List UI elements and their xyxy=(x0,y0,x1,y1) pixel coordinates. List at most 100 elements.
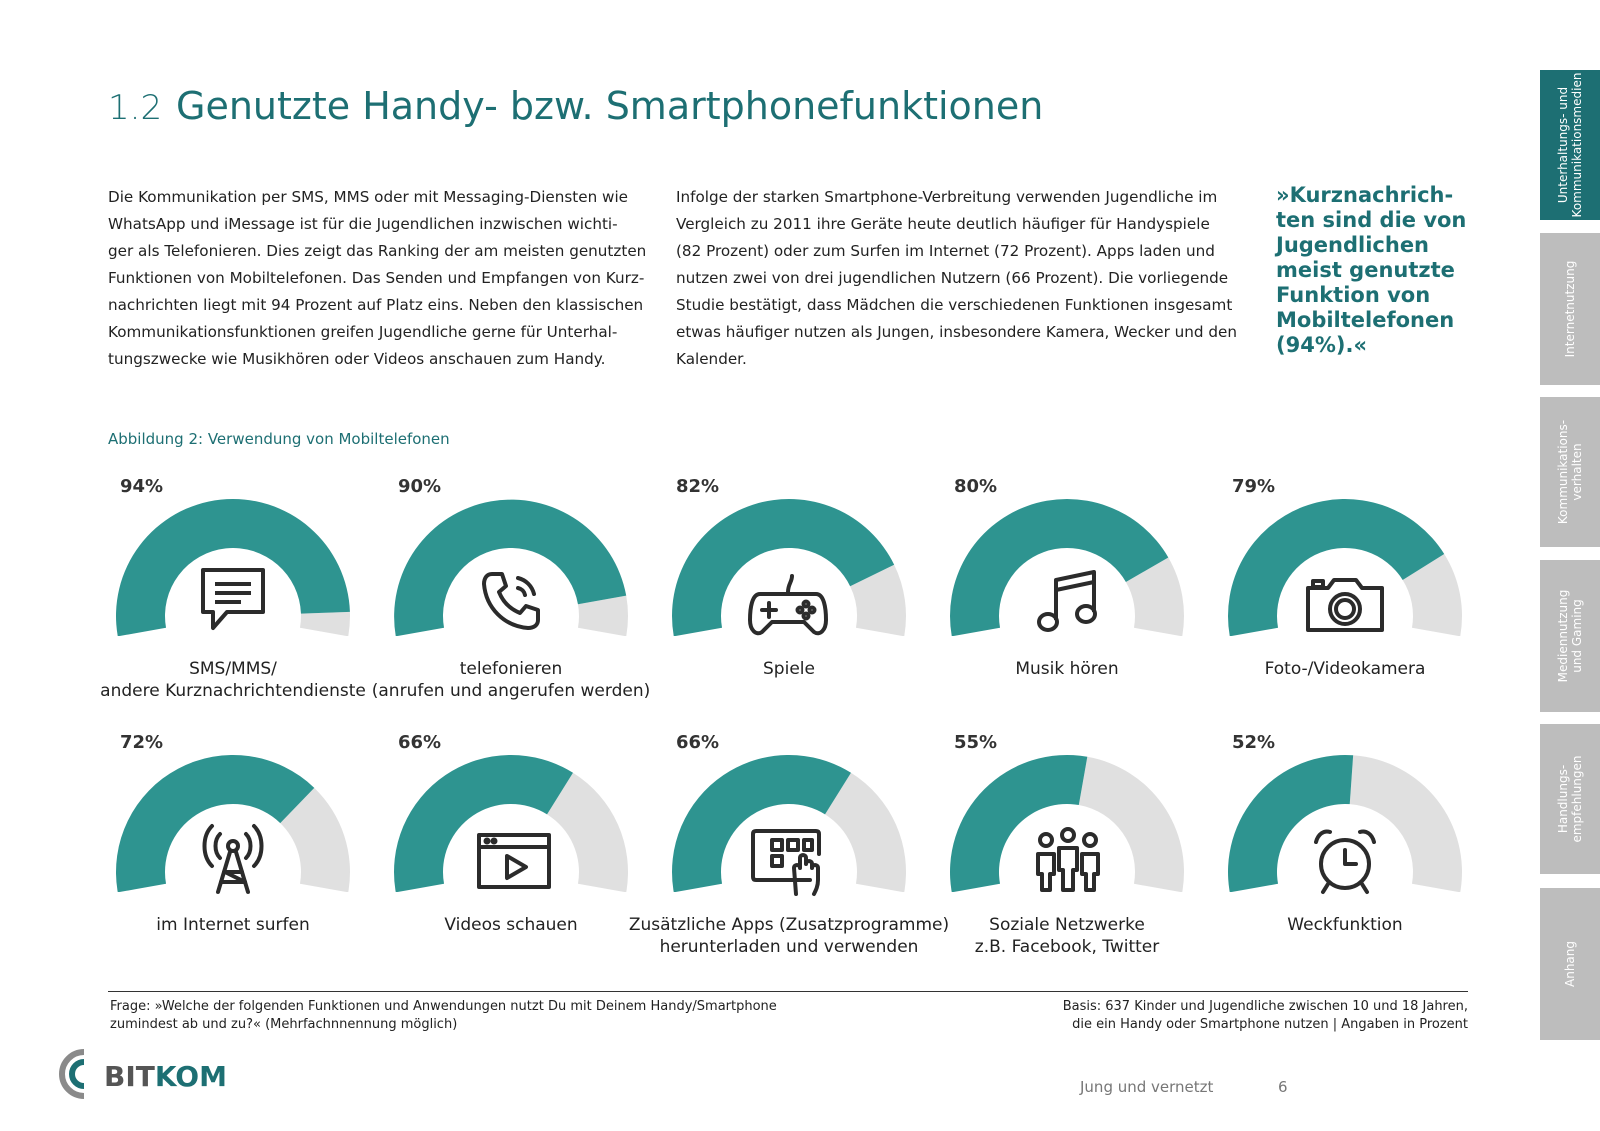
page-number: 6 xyxy=(1278,1078,1288,1096)
pull-quote: »Kurznachrich- ten sind die von Jugendli… xyxy=(1276,183,1476,358)
note-line: Frage: »Welche der folgenden Funktionen … xyxy=(110,999,777,1014)
gauge-label: Weckfunktion xyxy=(1180,914,1510,936)
chapter-tab-unterhaltungsmedien[interactable]: Unterhaltungs- und Kommunikationsmedien xyxy=(1540,70,1600,220)
quote-line: Jugendlichen xyxy=(1276,233,1430,257)
chapter-tab-anhang[interactable]: Anhang xyxy=(1540,888,1600,1040)
gauge-arc xyxy=(394,755,628,892)
quote-line: »Kurznachrich- xyxy=(1276,183,1454,207)
body-line: nachrichten liegt mit 94 Prozent auf Pla… xyxy=(108,296,644,314)
gauge-item: 72% im Internet surfen xyxy=(108,732,358,992)
note-line: zumindest ab und zu?« (Mehrfachnnennung … xyxy=(110,1017,458,1032)
gauge-value-arc xyxy=(950,499,1169,636)
gauge-percent-label: 79% xyxy=(1232,476,1276,497)
gauge-item: 66% Zusätzliche Apps (Zusatzprogramme) h… xyxy=(629,732,949,992)
chapter-tab-mediennutzung[interactable]: Mediennutzung und Gaming xyxy=(1540,560,1600,712)
gauge-label: telefonieren (anrufen und angerufen werd… xyxy=(346,658,676,702)
divider xyxy=(108,991,1468,992)
body-line: ger als Telefonieren. Dies zeigt das Ran… xyxy=(108,242,647,260)
body-line: Studie bestätigt, dass Mädchen die versc… xyxy=(676,296,1233,314)
gauge-remainder-arc xyxy=(1349,755,1462,892)
gauge-value-arc xyxy=(394,755,573,892)
gauge-label-line: Zusätzliche Apps (Zusatzprogramme) xyxy=(628,915,950,935)
body-line: Kommunikationsfunktionen greifen Jugendl… xyxy=(108,323,618,341)
body-line: etwas häufiger nutzen als Jungen, insbes… xyxy=(676,323,1237,341)
gauge-label-line: telefonieren xyxy=(459,659,563,679)
tab-label-line: Mediennutzung xyxy=(1556,589,1570,683)
tab-label-line: Handlungs- xyxy=(1556,764,1570,834)
quote-line: (94%).« xyxy=(1276,333,1368,357)
bitkom-logo xyxy=(54,1046,234,1099)
gauge-label: Musik hören xyxy=(902,658,1232,680)
body-line: WhatsApp und iMessage ist für die Jugend… xyxy=(108,215,618,233)
gauge-percent-label: 72% xyxy=(120,732,164,753)
gauge-label: Spiele xyxy=(624,658,954,680)
tab-label-line: Internetnutzung xyxy=(1563,260,1577,358)
tab-label-line: Kommunikationsmedien xyxy=(1570,72,1584,218)
tab-label-line: Unterhaltungs- und xyxy=(1556,86,1570,204)
gauge-percent-label: 55% xyxy=(954,732,998,753)
gauge-label-line: z.B. Facebook, Twitter xyxy=(974,937,1160,957)
section-number: 1.2 xyxy=(108,88,163,128)
body-line: Die Kommunikation per SMS, MMS oder mit … xyxy=(108,188,629,206)
chapter-tab-internetnutzung[interactable]: Internetnutzung xyxy=(1540,233,1600,385)
gauge-remainder-arc xyxy=(577,595,628,636)
quote-line: ten sind die von xyxy=(1276,208,1467,232)
gauge-remainder-arc xyxy=(280,787,350,892)
gauge-item: 90% telefonieren (anrufen und angerufen … xyxy=(372,476,651,736)
body-line: tungszwecke wie Musikhören oder Videos a… xyxy=(108,350,606,368)
gauge-label: Videos schauen xyxy=(346,914,676,936)
gauge-label-line: SMS/MMS/ xyxy=(189,659,277,679)
note-line: Basis: 637 Kinder und Jugendliche zwisch… xyxy=(1062,999,1468,1014)
gauge-percent-label: 90% xyxy=(398,476,442,497)
gauge-remainder-arc xyxy=(825,772,906,892)
gauge-value-arc xyxy=(394,499,627,636)
gauge-label-line: Weckfunktion xyxy=(1287,915,1403,935)
gauge-label-line: (anrufen und angerufen werden) xyxy=(371,681,651,701)
gauge-remainder-arc xyxy=(850,564,906,636)
gauge-label-line: andere Kurznachrichtendienste xyxy=(100,681,366,701)
gauge-remainder-arc xyxy=(299,611,350,636)
gauge-arc xyxy=(394,499,628,636)
footer-publication-title: Jung und vernetzt xyxy=(1080,1078,1214,1096)
gauge-value-arc xyxy=(672,755,851,892)
tab-label: Anhang xyxy=(1563,941,1577,987)
body-line: Infolge der starken Smartphone-Verbreitu… xyxy=(676,188,1218,206)
gauge-label: im Internet surfen xyxy=(68,914,398,936)
tab-label: Mediennutzung und Gaming xyxy=(1556,590,1584,683)
note-line: die ein Handy oder Smartphone nutzen | A… xyxy=(1072,1017,1468,1032)
quote-line: Funktion von xyxy=(1276,283,1431,307)
gauge-item: 52% Weckfunktion xyxy=(1220,732,1470,992)
tab-label-line: und Gaming xyxy=(1570,599,1584,673)
gauge-label-line: Videos schauen xyxy=(444,915,578,935)
gauge-arc xyxy=(672,499,906,636)
gauge-label-line: Spiele xyxy=(763,659,815,679)
gauge-value-arc xyxy=(950,755,1088,892)
quote-line: meist genutzte xyxy=(1276,258,1455,282)
gauge-remainder-arc xyxy=(1402,554,1462,636)
body-column-right: Infolge der starken Smartphone-Verbreitu… xyxy=(676,184,1237,373)
body-line: Vergleich zu 2011 ihre Geräte heute deut… xyxy=(676,215,1210,233)
chapter-tab-handlungsempfehlungen[interactable]: Handlungs- empfehlungen xyxy=(1540,724,1600,874)
gauge-item: 80% Musik hören xyxy=(942,476,1192,736)
gauge-label: Zusätzliche Apps (Zusatzprogramme) herun… xyxy=(624,914,954,958)
gauge-item: 94% SMS/MMS/ andere Kurznachrichtendiens… xyxy=(100,476,366,736)
gauge-item: 79% Foto-/Videokamera xyxy=(1220,476,1470,736)
body-line: (82 Prozent) oder zum Surfen im Internet… xyxy=(676,242,1215,260)
chapter-tab-kommunikationsverhalten[interactable]: Kommunikations- verhalten xyxy=(1540,397,1600,547)
gauge-percent-label: 66% xyxy=(676,732,720,753)
gauge-label-line: Musik hören xyxy=(1015,659,1119,679)
body-column-left: Die Kommunikation per SMS, MMS oder mit … xyxy=(108,184,647,373)
gauge-value-arc xyxy=(116,498,350,636)
gauge-arc xyxy=(672,755,906,892)
gauge-arc xyxy=(1228,499,1462,636)
gauge-value-arc xyxy=(116,755,315,892)
logo-mark-icon xyxy=(59,1049,85,1099)
tab-label-line: Anhang xyxy=(1563,941,1577,987)
tab-label-line: Kommunikations- xyxy=(1556,419,1570,525)
gauge-value-arc xyxy=(1228,755,1354,892)
gauge-label-line: Foto-/Videokamera xyxy=(1264,659,1426,679)
gauge-item: 66% Videos schauen xyxy=(386,732,636,992)
quote-line: Mobiltelefonen xyxy=(1276,308,1455,332)
logo-wordmark: BITKOM xyxy=(104,1060,227,1093)
tab-label-line: verhalten xyxy=(1570,443,1584,501)
